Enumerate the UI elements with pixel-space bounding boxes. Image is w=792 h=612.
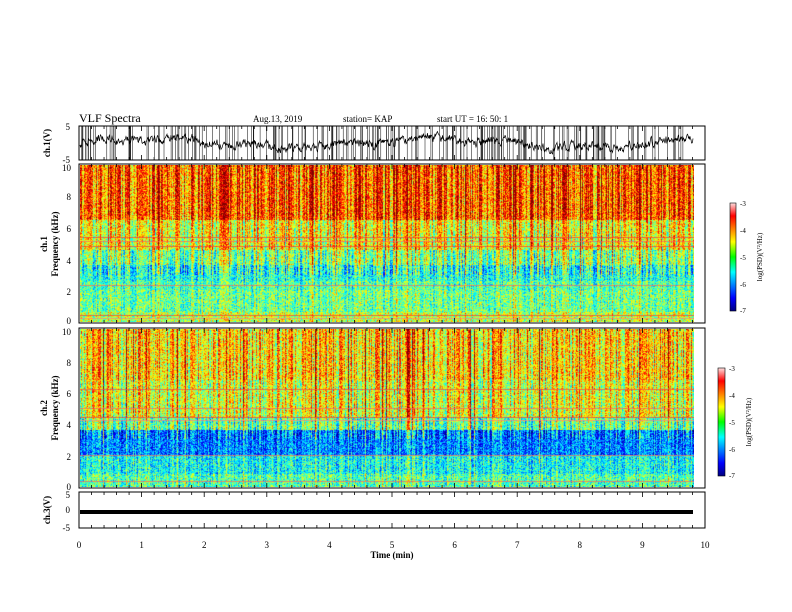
ch1-colorbar — [729, 202, 737, 312]
xtick-1: 1 — [139, 540, 144, 550]
ch3-waveform-ylabel: ch.3(V) — [42, 496, 52, 524]
ch2-ytick-2: 2 — [67, 452, 72, 462]
ch1-ytick-bottom: -5 — [63, 155, 71, 165]
x-tick-labels: 0 1 2 3 4 5 6 7 8 9 10 — [77, 540, 710, 550]
ch2-cbar-tick-m5: -5 — [729, 419, 735, 427]
ch1-ytick-2: 2 — [67, 287, 72, 297]
ch2-channel-label: ch.2 — [39, 400, 49, 416]
ch1-ytick-0: 0 — [67, 316, 72, 326]
ch1-channel-label: ch.1 — [39, 236, 49, 252]
ch1-cbar-tick-m6: -6 — [740, 281, 746, 289]
ch2-frequency-label: Frequency (kHz) — [50, 375, 60, 440]
xtick-0: 0 — [77, 540, 82, 550]
station-label: station= KAP — [343, 114, 392, 124]
ch1-frequency-label: Frequency (kHz) — [50, 211, 60, 276]
ch2-spectrogram-panel: 0 2 4 6 8 10 ch.2 Frequency (kHz) -3 -4 … — [39, 327, 753, 492]
ch2-ytick-8: 8 — [67, 358, 72, 368]
ch1-cbar-tick-m3: -3 — [740, 200, 746, 208]
x-axis-label: Time (min) — [370, 550, 413, 560]
ch3-ytick-mid: 0 — [66, 505, 71, 515]
ch1-colorbar-label: log(PSD)(V²/Hz) — [756, 232, 764, 281]
xtick-10: 10 — [701, 540, 711, 550]
xtick-3: 3 — [265, 540, 270, 550]
figure-title: VLF Spectra — [79, 111, 141, 125]
time-axis-ticks — [78, 126, 706, 528]
ch2-colorbar — [717, 367, 726, 477]
ch1-cbar-tick-m5: -5 — [740, 254, 746, 262]
start-time-label: start UT = 16: 50: 1 — [437, 114, 508, 124]
date-label: Aug.13, 2019 — [253, 114, 303, 124]
xtick-5: 5 — [390, 540, 395, 550]
xtick-6: 6 — [452, 540, 457, 550]
xtick-8: 8 — [578, 540, 583, 550]
ch1-ytick-4: 4 — [67, 256, 72, 266]
ch2-spectrogram-image — [80, 329, 694, 487]
ch1-ytick-6: 6 — [67, 224, 72, 234]
xtick-2: 2 — [202, 540, 207, 550]
xtick-9: 9 — [640, 540, 645, 550]
ch2-cbar-tick-m4: -4 — [729, 392, 735, 400]
ch3-waveform-panel: 5 0 -5 ch.3(V) — [42, 490, 706, 533]
ch1-waveform-ylabel: ch.1(V) — [42, 129, 52, 157]
xtick-7: 7 — [515, 540, 520, 550]
xtick-4: 4 — [327, 540, 332, 550]
ch2-cbar-tick-m3: -3 — [729, 365, 735, 373]
ch1-cbar-tick-m4: -4 — [740, 227, 746, 235]
ch1-waveform-trace — [79, 130, 694, 155]
ch1-ytick-top: 5 — [66, 122, 71, 132]
ch3-ytick-top: 5 — [66, 490, 71, 500]
ch1-spectrogram-yticks: 0 2 4 6 8 10 — [62, 163, 72, 326]
ch2-ytick-6: 6 — [67, 389, 72, 399]
ch1-ytick-10: 10 — [62, 163, 72, 173]
ch1-waveform-panel: 5 -5 ch.1(V) — [42, 122, 706, 165]
ch1-ytick-8: 8 — [67, 192, 72, 202]
ch1-waveform-frame — [78, 125, 706, 161]
ch2-colorbar-label: log(PSD)(V²/Hz) — [745, 397, 753, 446]
ch3-ytick-bottom: -5 — [63, 523, 71, 533]
ch1-spectrogram-image — [80, 165, 694, 322]
ch2-cbar-tick-m6: -6 — [729, 446, 735, 454]
ch2-spectrogram-yticks: 0 2 4 6 8 10 — [62, 327, 72, 492]
ch2-ytick-0: 0 — [67, 482, 72, 492]
ch2-ytick-4: 4 — [67, 420, 72, 430]
ch2-cbar-tick-m7: -7 — [729, 472, 735, 480]
ch1-cbar-tick-m7: -7 — [740, 307, 746, 315]
ch1-spectrogram-panel: 0 2 4 6 8 10 ch.1 Frequency (kHz) -3 -4 … — [39, 163, 764, 326]
ch2-ytick-10: 10 — [62, 327, 72, 337]
